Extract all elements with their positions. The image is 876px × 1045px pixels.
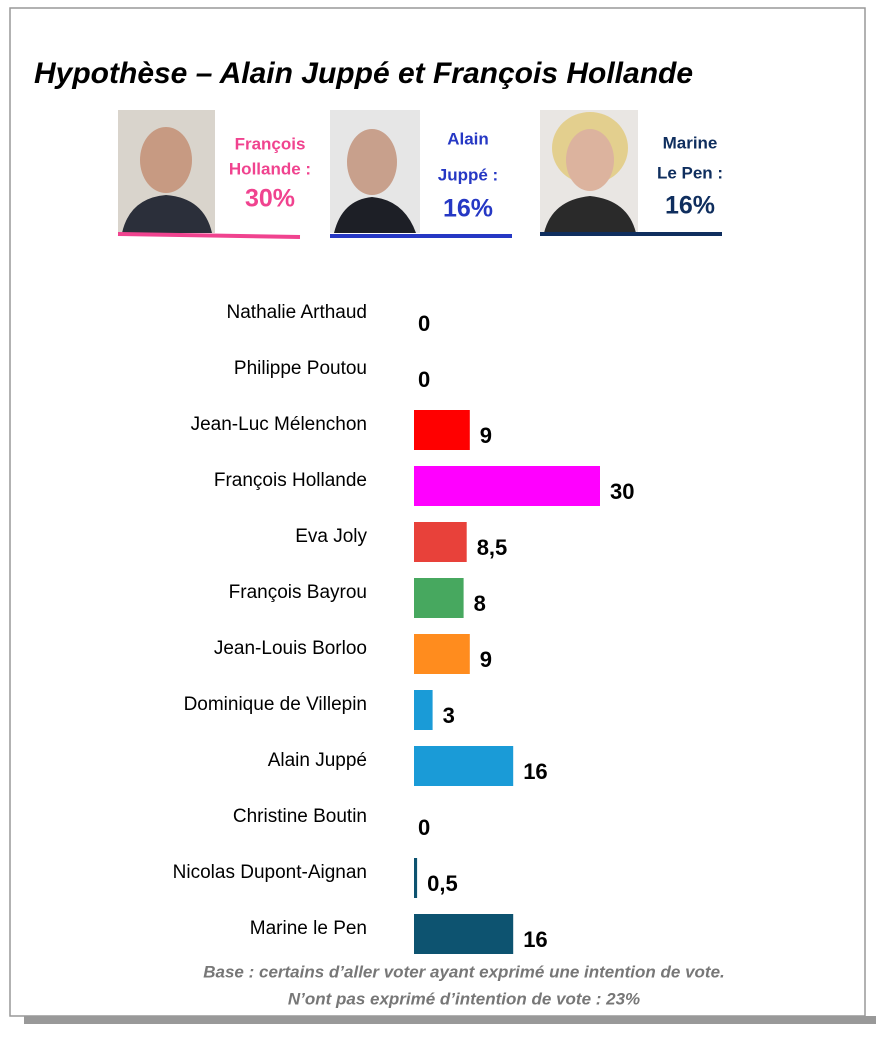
category-label: Nathalie Arthaud — [227, 302, 368, 323]
category-label: Christine Boutin — [233, 806, 367, 827]
value-label: 0 — [418, 367, 430, 392]
bar — [414, 858, 418, 898]
bar — [414, 466, 600, 506]
candidate-name: Le Pen : — [657, 163, 723, 182]
value-label: 0 — [418, 815, 430, 840]
frame-shadow — [24, 1016, 876, 1024]
footnote: Base : certains d’aller voter ayant expr… — [203, 962, 725, 981]
category-label: Jean-Louis Borloo — [214, 638, 367, 659]
candidate-name: Alain — [447, 129, 489, 148]
portrait — [330, 110, 512, 238]
footnote: N’ont pas exprimé d’intention de vote : … — [288, 989, 640, 1008]
category-label: Philippe Poutou — [234, 358, 367, 379]
candidate-name: Hollande : — [229, 159, 311, 178]
bar — [414, 410, 470, 450]
candidate-score: 16% — [665, 192, 715, 220]
value-label: 3 — [443, 703, 455, 728]
bar — [414, 690, 433, 730]
value-label: 0 — [418, 311, 430, 336]
portrait — [540, 110, 722, 236]
portrait — [117, 110, 301, 239]
value-label: 16 — [523, 927, 547, 952]
bar — [414, 914, 514, 954]
candidate-name: Juppé : — [438, 165, 498, 184]
title: Hypothèse – Alain Juppé et François Holl… — [34, 57, 693, 90]
category-label: Marine le Pen — [250, 918, 367, 939]
candidate-score: 16% — [443, 195, 493, 223]
bar — [414, 634, 470, 674]
category-label: François Bayrou — [229, 582, 367, 603]
value-label: 8 — [474, 591, 486, 616]
category-label: Eva Joly — [295, 526, 367, 547]
category-label: Dominique de Villepin — [184, 694, 367, 715]
candidate-score: 30% — [245, 185, 295, 213]
value-label: 30 — [610, 479, 634, 504]
category-label: Alain Juppé — [268, 750, 367, 771]
value-label: 8,5 — [477, 535, 508, 560]
value-label: 16 — [523, 759, 547, 784]
category-label: Jean-Luc Mélenchon — [191, 414, 367, 435]
candidate-name: Marine — [663, 133, 718, 152]
value-label: 9 — [480, 423, 492, 448]
candidate-name: François — [235, 134, 306, 153]
category-label: François Hollande — [214, 470, 367, 491]
category-label: Nicolas Dupont-Aignan — [173, 862, 367, 883]
value-label: 0,5 — [427, 871, 458, 896]
bar — [414, 578, 464, 618]
bar — [414, 746, 514, 786]
value-label: 9 — [480, 647, 492, 672]
bar — [414, 522, 467, 562]
